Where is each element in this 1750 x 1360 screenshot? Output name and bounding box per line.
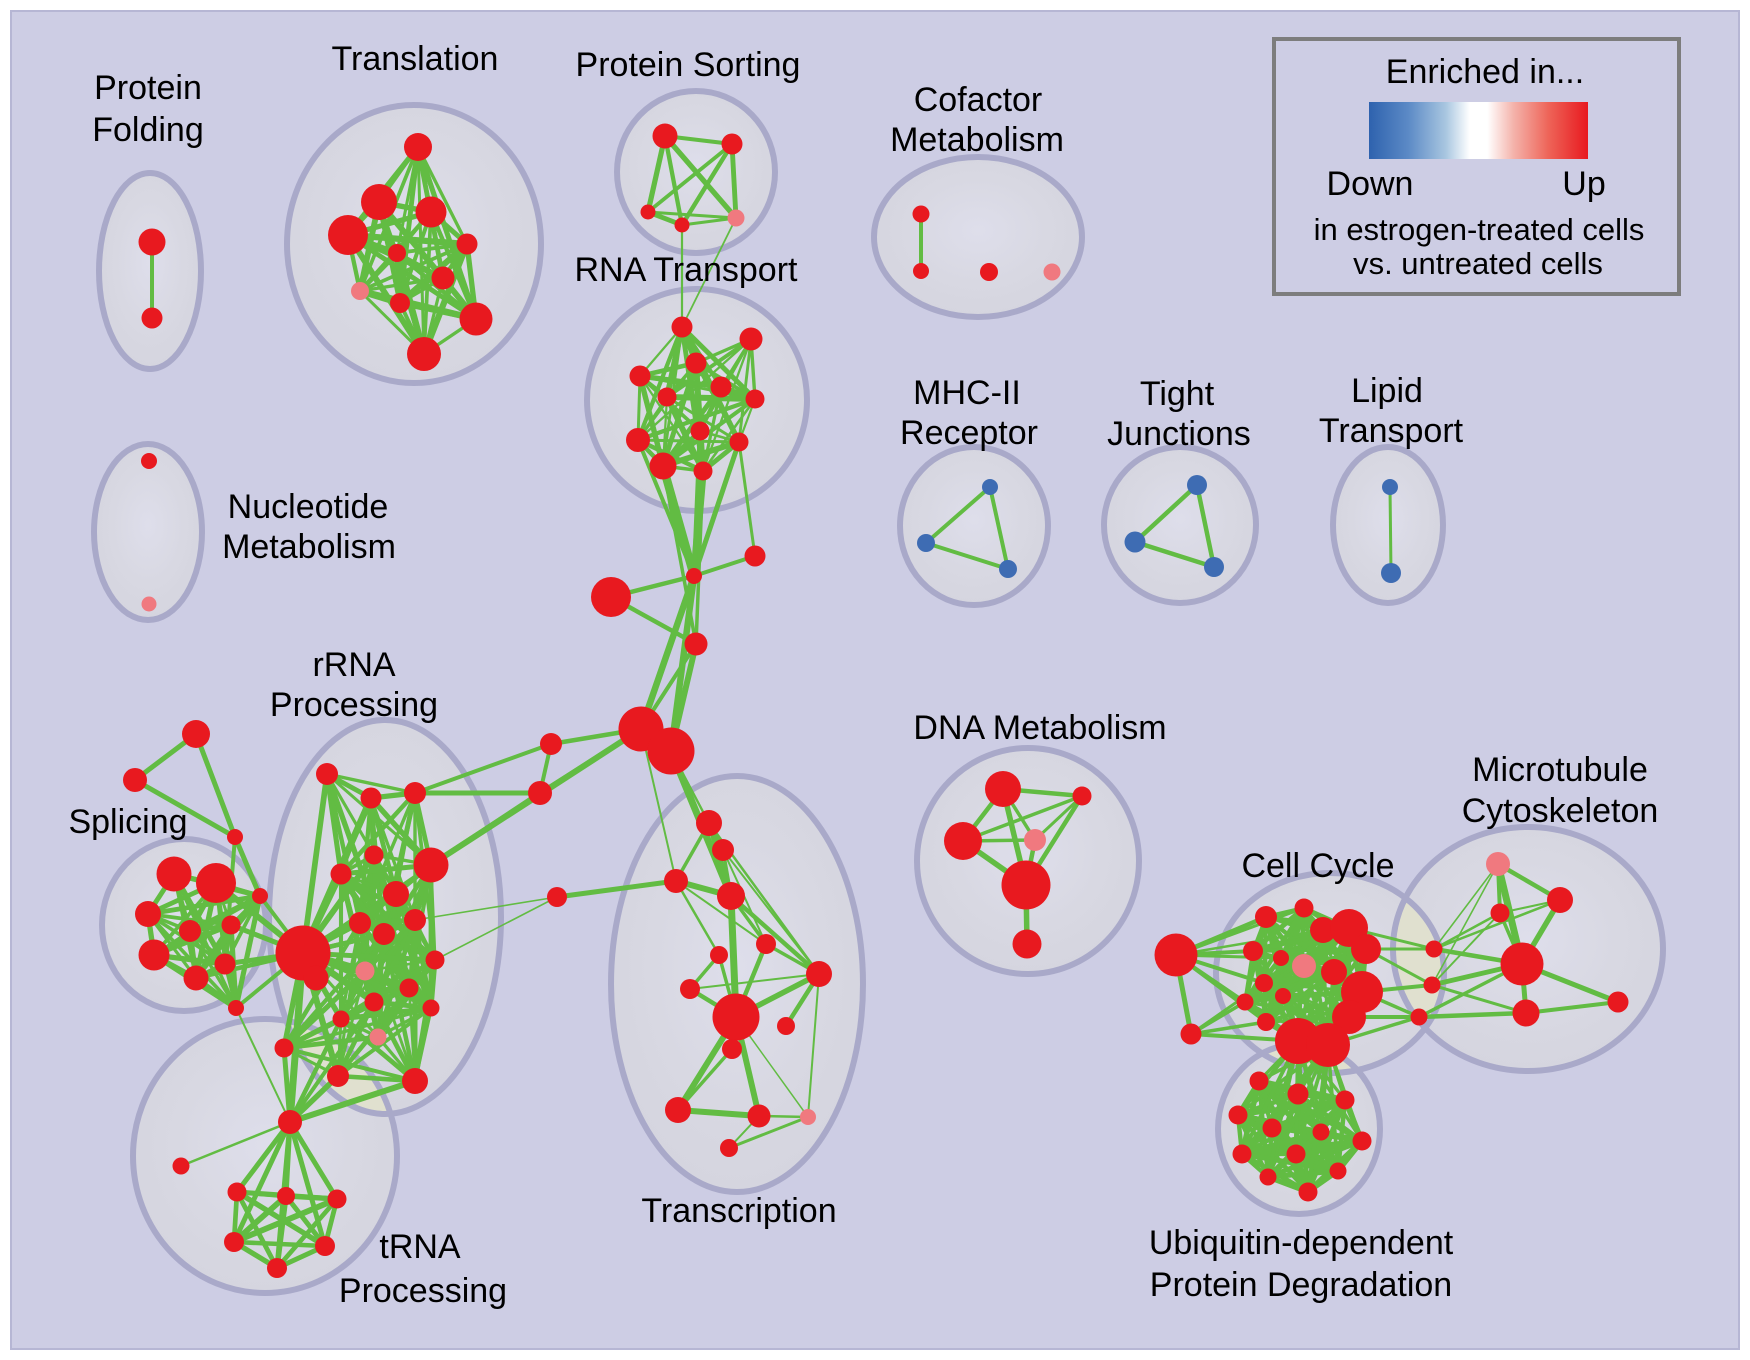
svg-text:DNA Metabolism: DNA Metabolism	[913, 709, 1166, 747]
svg-text:Protein: Protein	[94, 69, 202, 107]
svg-text:tRNA: tRNA	[379, 1228, 461, 1266]
svg-text:in estrogen-treated cells: in estrogen-treated cells	[1314, 212, 1645, 247]
svg-text:Transcription: Transcription	[641, 1192, 836, 1230]
svg-text:rRNA: rRNA	[312, 646, 395, 684]
svg-text:Nucleotide: Nucleotide	[228, 488, 389, 526]
svg-text:Lipid: Lipid	[1351, 372, 1423, 410]
svg-text:Splicing: Splicing	[68, 803, 187, 841]
svg-text:Metabolism: Metabolism	[222, 528, 396, 566]
svg-text:Folding: Folding	[92, 111, 204, 149]
svg-text:Microtubule: Microtubule	[1472, 751, 1648, 789]
svg-text:RNA Transport: RNA Transport	[575, 251, 799, 289]
svg-text:Processing: Processing	[339, 1272, 507, 1310]
svg-text:vs. untreated cells: vs. untreated cells	[1353, 246, 1603, 281]
svg-text:MHC-II: MHC-II	[913, 374, 1021, 412]
svg-text:Up: Up	[1562, 165, 1605, 203]
svg-text:Cell Cycle: Cell Cycle	[1241, 847, 1394, 885]
svg-text:Processing: Processing	[270, 686, 438, 724]
svg-text:Transport: Transport	[1319, 412, 1464, 450]
svg-text:Junctions: Junctions	[1107, 415, 1251, 453]
svg-text:Protein Sorting: Protein Sorting	[576, 46, 801, 84]
svg-text:Down: Down	[1327, 165, 1414, 203]
svg-text:Translation: Translation	[332, 40, 499, 78]
svg-text:Ubiquitin-dependent: Ubiquitin-dependent	[1149, 1224, 1454, 1262]
svg-text:Protein Degradation: Protein Degradation	[1150, 1266, 1452, 1304]
svg-text:Metabolism: Metabolism	[890, 121, 1064, 159]
svg-text:Enriched in...: Enriched in...	[1386, 53, 1584, 91]
svg-text:Receptor: Receptor	[900, 414, 1038, 452]
svg-text:Cytoskeleton: Cytoskeleton	[1462, 792, 1659, 830]
svg-text:Cofactor: Cofactor	[914, 81, 1043, 119]
svg-text:Tight: Tight	[1140, 375, 1215, 413]
